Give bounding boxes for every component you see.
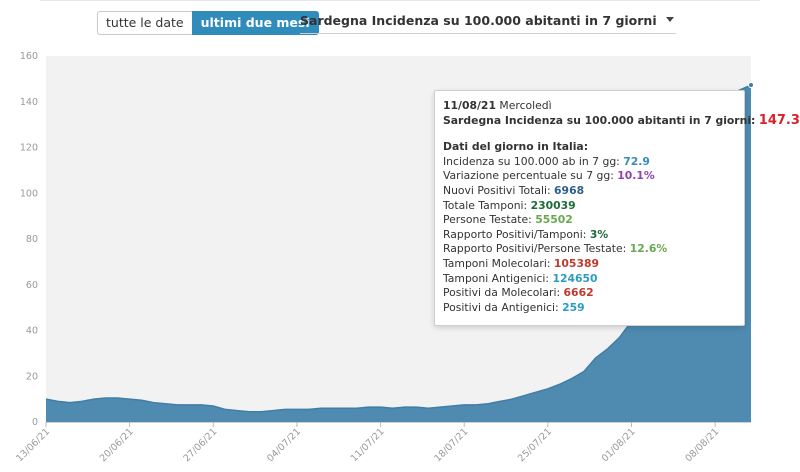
tooltip-stat-label: Incidenza su 100.000 ab in 7 gg: (443, 154, 624, 168)
tooltip-stat-row: Tamponi Antigenici: 124650 (443, 272, 736, 287)
tooltip-stat-row: Nuovi Positivi Totali: 6968 (443, 184, 736, 199)
y-tick-label: 40 (26, 326, 38, 337)
y-tick-label: 160 (20, 51, 38, 62)
x-tick-label: 27/06/21 (181, 426, 219, 464)
tooltip-region-row: Sardegna Incidenza su 100.000 abitanti i… (443, 113, 800, 129)
y-tick-label: 80 (26, 234, 38, 245)
tooltip-stat-value: 259 (562, 300, 585, 314)
tooltip-stat-label: Rapporto Positivi/Persone Testate: (443, 242, 630, 256)
y-tick-label: 100 (20, 188, 38, 199)
highlighted-data-point (748, 82, 754, 89)
tooltip-weekday: Mercoledì (499, 99, 552, 112)
tooltip-region-label: Sardegna Incidenza su 100.000 abitanti i… (443, 113, 756, 127)
tooltip-stat-value: 6662 (563, 286, 594, 300)
tooltip-stat-label: Positivi da Antigenici: (443, 300, 563, 314)
tooltip-stat-row: Rapporto Positivi/Tamponi: 3% (443, 228, 736, 243)
last-two-months-button[interactable]: ultimi due mesi (191, 11, 319, 35)
x-tick-label: 04/07/21 (265, 426, 303, 464)
y-tick-label: 120 (20, 143, 38, 154)
tooltip-region-value: 147.3 (758, 112, 800, 128)
tooltip-stat-value: 124650 (552, 271, 598, 285)
x-tick-label: 01/08/21 (600, 426, 638, 464)
top-divider (40, 0, 760, 1)
tooltip-stat-value: 10.1% (617, 169, 655, 183)
tooltip-stat-label: Totale Tamponi: (443, 198, 531, 212)
y-tick-label: 140 (20, 97, 38, 108)
tooltip-stat-row: Rapporto Positivi/Persone Testate: 12.6% (443, 242, 736, 257)
tooltip-stats-list: Incidenza su 100.000 ab in 7 gg: 72.9 Var… (443, 155, 736, 316)
tooltip-stat-label: Tamponi Antigenici: (443, 271, 553, 285)
date-range-toggle: tutte le date ultimi due mesi (97, 11, 319, 35)
metric-select-value: Sardegna Incidenza su 100.000 abitanti i… (300, 13, 657, 28)
chart-tooltip: 11/08/21 Mercoledì Sardegna Incidenza su… (434, 90, 800, 326)
tooltip-stat-label: Nuovi Positivi Totali: (443, 183, 555, 197)
tooltip-stat-value: 105389 (553, 256, 599, 270)
all-dates-button[interactable]: tutte le date (97, 11, 192, 35)
tooltip-stat-label: Variazione percentuale su 7 gg: (443, 169, 618, 183)
tooltip-stat-row: Tamponi Molecolari: 105389 (443, 257, 736, 272)
tooltip-section-title: Dati del giorno in Italia: (443, 140, 589, 154)
tooltip-stat-row: Positivi da Antigenici: 259 (443, 301, 736, 316)
tooltip-stat-row: Positivi da Molecolari: 6662 (443, 286, 736, 301)
tooltip-stat-label: Positivi da Molecolari: (443, 286, 564, 300)
x-tick-label: 20/06/21 (98, 426, 136, 464)
metric-select[interactable]: Sardegna Incidenza su 100.000 abitanti i… (300, 11, 676, 34)
x-tick-label: 11/07/21 (349, 426, 387, 464)
x-tick-label: 25/07/21 (516, 426, 554, 464)
y-tick-label: 20 (26, 371, 38, 382)
x-tick-label: 18/07/21 (432, 426, 470, 464)
x-tick-label: 13/06/21 (14, 426, 52, 464)
area-series (46, 85, 751, 423)
tooltip-date-row: 11/08/21 Mercoledì (443, 99, 736, 114)
tooltip-stat-row: Persone Testate: 55502 (443, 213, 736, 228)
tooltip-date: 11/08/21 (443, 99, 496, 112)
tooltip-stat-value: 230039 (530, 198, 576, 212)
tooltip-stat-label: Tamponi Molecolari: (443, 256, 554, 270)
chevron-down-icon (666, 17, 674, 22)
tooltip-stat-value: 6968 (554, 183, 585, 197)
tooltip-stat-value: 55502 (535, 213, 573, 227)
tooltip-stat-value: 3% (589, 227, 609, 241)
x-tick-label: 08/08/21 (683, 426, 721, 464)
tooltip-stat-value: 72.9 (623, 154, 650, 168)
y-tick-label: 60 (26, 280, 38, 291)
y-tick-label: 0 (32, 417, 38, 428)
tooltip-stat-row: Incidenza su 100.000 ab in 7 gg: 72.9 (443, 155, 736, 170)
tooltip-stat-row: Variazione percentuale su 7 gg: 10.1% (443, 169, 736, 184)
tooltip-stat-label: Rapporto Positivi/Tamponi: (443, 227, 590, 241)
tooltip-stat-value: 12.6% (629, 242, 668, 256)
tooltip-stat-row: Totale Tamponi: 230039 (443, 199, 736, 214)
tooltip-stat-label: Persone Testate: (443, 213, 536, 227)
